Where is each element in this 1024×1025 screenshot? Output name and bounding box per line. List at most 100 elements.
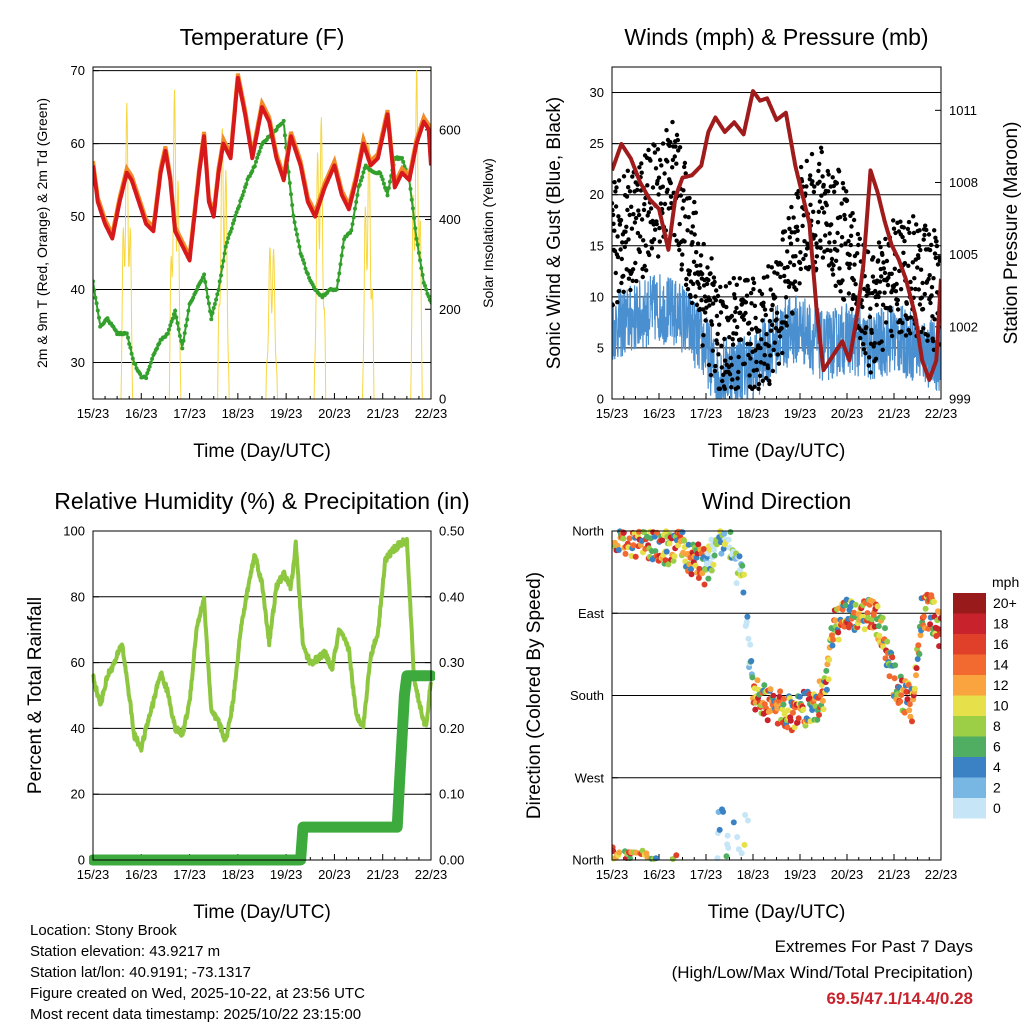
- x-tick-label: 22/23: [415, 867, 448, 882]
- point-gust: [861, 347, 867, 352]
- point-gust: [630, 278, 635, 283]
- point-gust: [879, 274, 884, 279]
- x-tick-label: 17/23: [690, 406, 723, 421]
- point-wind-direction: [825, 676, 832, 683]
- point-wind-direction: [736, 553, 743, 560]
- x-tick-label: 16/23: [125, 406, 158, 421]
- point-gust: [734, 282, 739, 287]
- point-wind-direction: [780, 701, 787, 708]
- extremes-values: 69.5/47.1/14.4/0.28: [826, 989, 973, 1008]
- chart-panel-3: Relative Humidity (%) & Precipitation (i…: [25, 488, 470, 923]
- point-gust: [689, 230, 694, 235]
- point-gust: [783, 295, 789, 300]
- point-wind-direction: [700, 546, 707, 552]
- x-tick-label: 19/23: [784, 867, 817, 882]
- point-2m-td: [349, 228, 354, 233]
- point-gust: [825, 168, 830, 174]
- point-gust: [705, 265, 710, 270]
- point-gust: [659, 163, 664, 168]
- point-gust: [734, 305, 739, 311]
- figure-created: Figure created on Wed, 2025-10-22, at 23…: [30, 985, 365, 1002]
- point-2m-td: [351, 215, 356, 220]
- point-2m-td: [255, 155, 260, 160]
- point-gust: [794, 287, 799, 292]
- point-gust: [624, 194, 630, 199]
- y2-tick-label: 1002: [949, 319, 978, 334]
- colorbar-label: 18: [993, 616, 1009, 632]
- point-wind-direction: [743, 618, 750, 625]
- point-gust: [817, 161, 822, 167]
- y-tick-label: West: [575, 770, 605, 785]
- point-gust: [910, 260, 915, 265]
- point-2m-td: [241, 189, 246, 194]
- point-gust: [748, 341, 753, 347]
- point-wind-direction: [814, 716, 821, 723]
- point-wind-direction: [800, 706, 807, 713]
- point-wind-direction: [916, 651, 923, 658]
- y-tick-label: North: [572, 524, 604, 539]
- point-gust: [639, 170, 644, 175]
- point-wind-direction: [785, 707, 791, 714]
- point-gust: [741, 317, 747, 322]
- point-gust: [691, 281, 696, 287]
- point-gust: [733, 331, 739, 336]
- point-gust: [846, 291, 852, 296]
- point-gust: [622, 244, 627, 250]
- point-gust: [612, 180, 617, 185]
- point-gust: [930, 338, 936, 344]
- point-gust: [927, 247, 933, 253]
- point-gust: [646, 147, 651, 153]
- y-tick-label: 40: [71, 282, 85, 297]
- point-2m-td: [152, 351, 157, 355]
- point-2m-td: [339, 253, 344, 258]
- point-wind-direction: [733, 580, 740, 587]
- point-gust: [844, 189, 849, 194]
- y-tick-label: 30: [71, 355, 85, 370]
- point-2m-td: [93, 288, 97, 293]
- point-gust: [636, 212, 642, 218]
- point-gust: [709, 319, 714, 324]
- point-wind-direction: [727, 529, 734, 535]
- y-tick-label: 10: [590, 289, 604, 304]
- point-gust: [613, 189, 618, 194]
- x-tick-label: 20/23: [318, 867, 351, 882]
- point-gust: [932, 251, 938, 256]
- point-gust: [718, 284, 723, 290]
- y-tick-label: North: [572, 853, 604, 868]
- point-gust: [657, 157, 663, 163]
- y-tick-label: South: [570, 688, 604, 703]
- point-gust: [937, 258, 941, 263]
- y2-tick-label: 0.50: [439, 524, 464, 539]
- point-gust: [814, 241, 819, 246]
- point-wind-direction: [679, 529, 686, 536]
- point-wind-direction: [673, 852, 680, 859]
- point-gust: [677, 221, 682, 227]
- point-gust: [648, 206, 654, 211]
- y2-tick-label: 0.30: [439, 655, 464, 670]
- point-gust: [722, 386, 727, 391]
- point-2m-td: [303, 266, 308, 271]
- point-2m-td: [145, 371, 150, 376]
- point-wind-direction: [615, 547, 622, 553]
- point-gust: [821, 210, 827, 215]
- point-wind-direction: [695, 541, 702, 548]
- point-gust: [630, 174, 635, 179]
- plot-border: [92, 66, 432, 400]
- point-wind-direction: [901, 709, 908, 716]
- point-gust: [911, 230, 917, 236]
- point-gust: [687, 195, 692, 201]
- point-2m-td: [144, 376, 149, 381]
- point-2m-td: [217, 279, 222, 284]
- y-tick-label: 20: [590, 187, 604, 202]
- point-gust: [833, 258, 839, 263]
- point-wind-direction: [911, 685, 918, 692]
- point-2m-td: [182, 331, 187, 336]
- point-gust: [926, 232, 932, 237]
- point-wind-direction: [913, 665, 920, 672]
- point-gust: [924, 227, 929, 233]
- point-gust: [729, 313, 735, 319]
- point-gust: [872, 341, 877, 346]
- point-2m-td: [167, 327, 171, 332]
- point-gust: [751, 287, 756, 292]
- point-wind-direction: [670, 557, 677, 564]
